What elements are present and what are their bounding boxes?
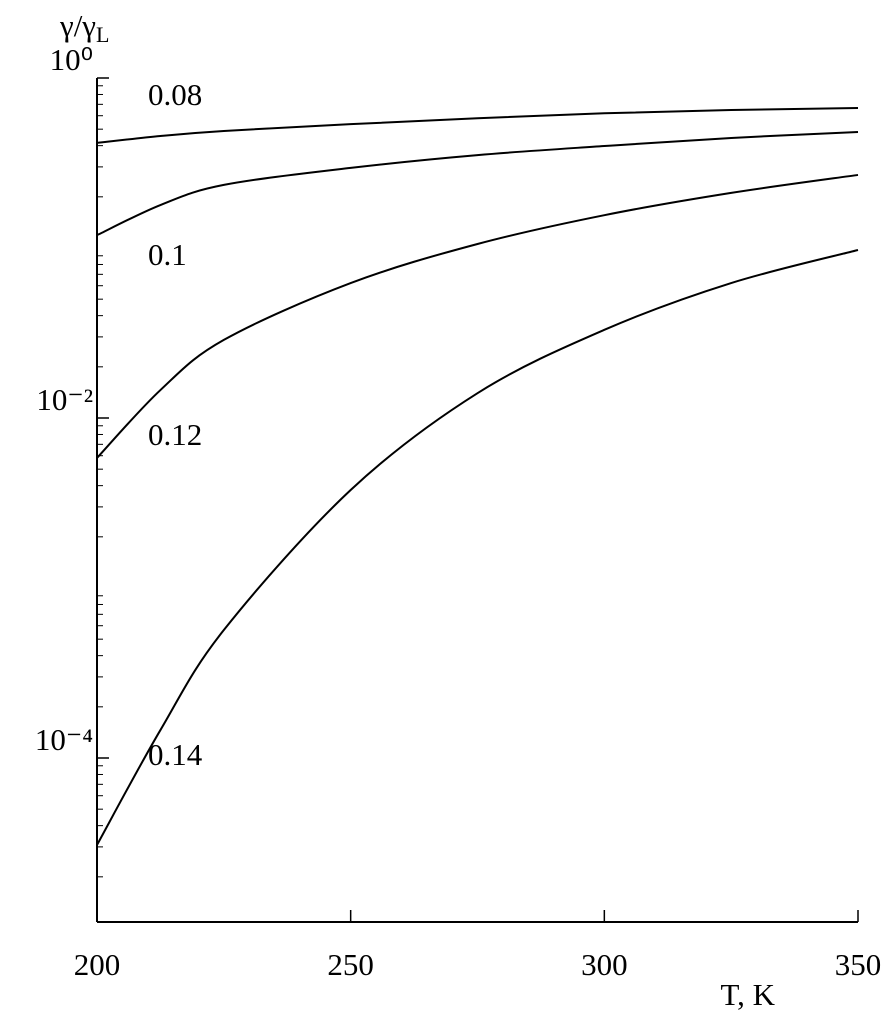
curve	[96, 131, 859, 237]
x-tick-label: 300	[581, 947, 628, 982]
curve-label: 0.08	[148, 77, 202, 112]
curve	[96, 249, 859, 846]
y-tick-label: 10⁻⁴	[35, 722, 93, 757]
y-tick-label: 10⁻²	[36, 382, 93, 417]
x-axis-title: T, K	[720, 977, 775, 1012]
curve	[96, 173, 859, 459]
x-tick-label: 350	[835, 947, 882, 982]
y-tick-label: 10⁰	[50, 42, 93, 77]
x-tick-label: 250	[327, 947, 374, 982]
y-axis-title-sub: L	[96, 22, 109, 47]
curve-label: 0.12	[148, 417, 202, 452]
curve-label: 0.1	[148, 237, 187, 272]
x-tick-label: 200	[74, 947, 121, 982]
curve	[96, 107, 859, 144]
y-axis-title-main: γ/γ	[59, 8, 96, 43]
curve-label: 0.14	[148, 737, 203, 772]
y-axis-title: γ/γL	[59, 8, 109, 47]
